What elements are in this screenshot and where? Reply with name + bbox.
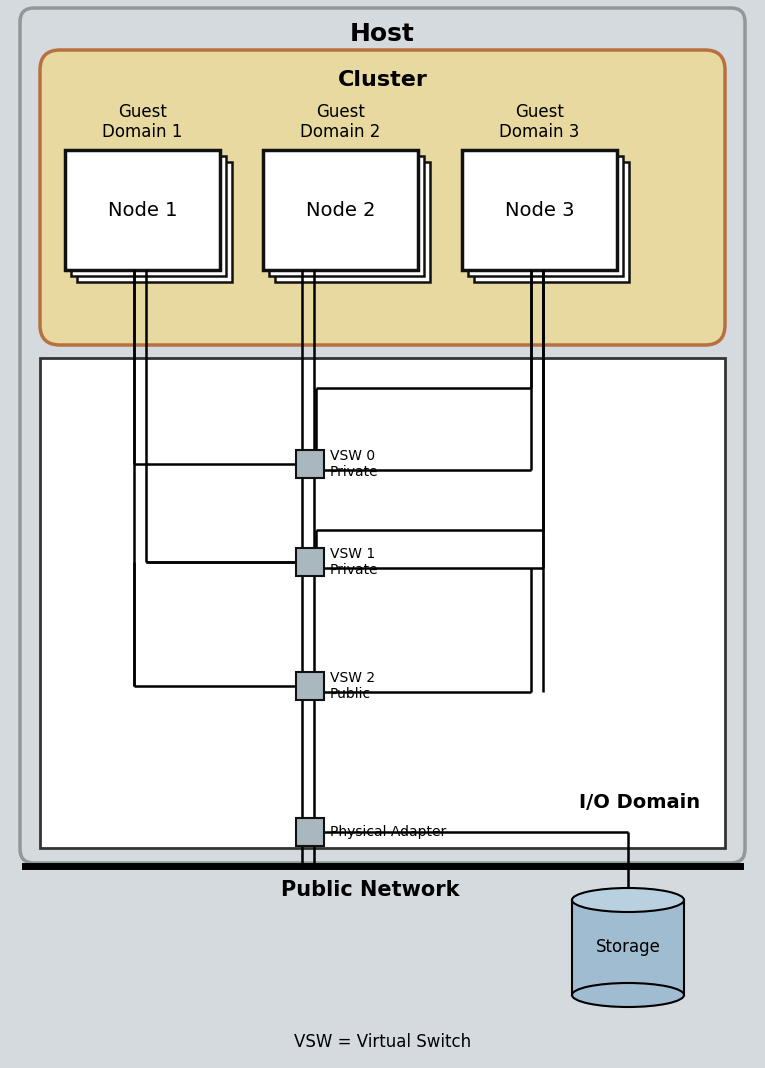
Bar [468, 156, 623, 276]
Bar [572, 900, 684, 995]
Bar [296, 450, 324, 478]
Text: Guest
Domain 2: Guest Domain 2 [301, 103, 381, 141]
Text: Guest
Domain 1: Guest Domain 1 [103, 103, 183, 141]
Ellipse shape [572, 888, 684, 912]
Bar [77, 162, 232, 282]
Bar [462, 150, 617, 270]
Bar [269, 156, 424, 276]
FancyBboxPatch shape [40, 50, 725, 345]
Text: Cluster: Cluster [337, 70, 428, 90]
Bar [40, 358, 725, 848]
Bar [263, 150, 418, 270]
Text: VSW 0
Private: VSW 0 Private [330, 449, 379, 480]
Bar [296, 672, 324, 700]
Text: Guest
Domain 3: Guest Domain 3 [500, 103, 580, 141]
Text: VSW 2
Public: VSW 2 Public [330, 671, 375, 701]
Bar [296, 548, 324, 576]
Text: VSW = Virtual Switch: VSW = Virtual Switch [295, 1033, 471, 1051]
Text: VSW 1
Private: VSW 1 Private [330, 547, 379, 577]
Bar [71, 156, 226, 276]
Bar [275, 162, 430, 282]
Text: I/O Domain: I/O Domain [579, 794, 700, 813]
Text: Storage: Storage [596, 939, 660, 957]
Text: Physical Adapter: Physical Adapter [330, 824, 446, 839]
Bar [474, 162, 629, 282]
Text: Node 2: Node 2 [306, 201, 376, 220]
Text: Node 1: Node 1 [108, 201, 177, 220]
Bar [65, 150, 220, 270]
Text: Node 3: Node 3 [505, 201, 575, 220]
Text: Public Network: Public Network [281, 880, 459, 900]
Text: Host: Host [350, 22, 415, 46]
FancyBboxPatch shape [20, 7, 745, 863]
Bar [296, 818, 324, 846]
Ellipse shape [572, 983, 684, 1007]
